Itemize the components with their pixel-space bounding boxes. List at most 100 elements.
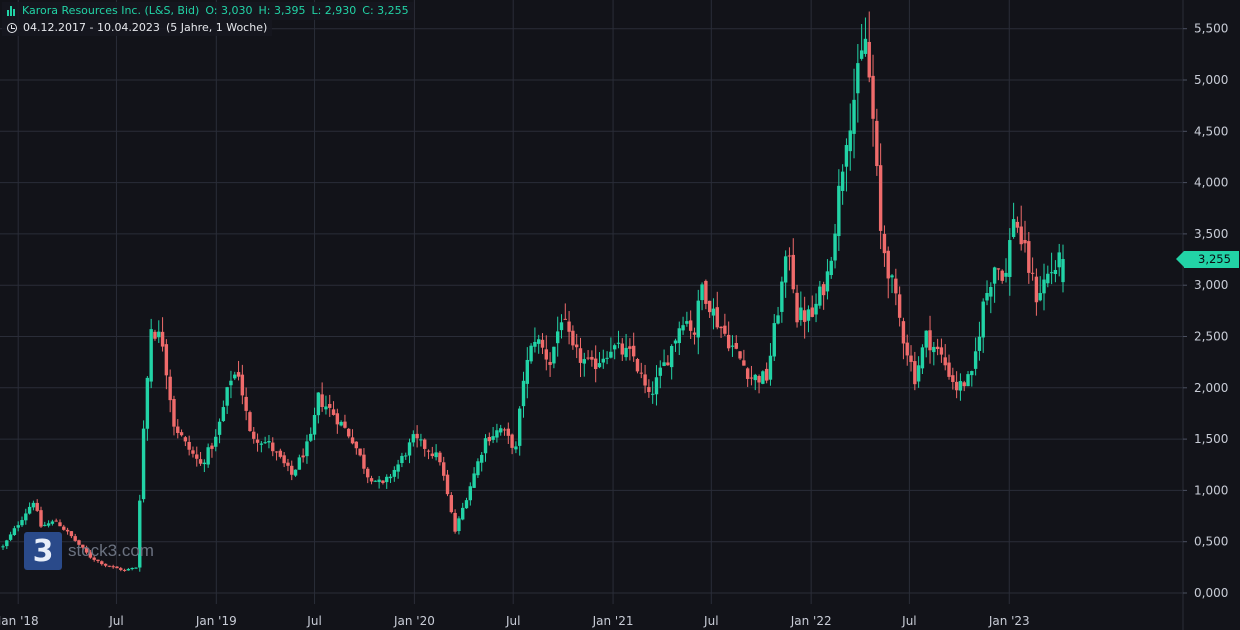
last-price-tag: 3,255 [1176,251,1239,268]
candle-body [932,346,936,353]
candle-body [271,442,275,452]
candle-body [499,428,503,433]
candle-body [837,185,841,237]
candle-body [985,293,989,301]
ohlc-legend: Karora Resources Inc. (L&S, Bid) O: 3,03… [2,2,414,20]
candle-body [423,439,427,449]
candle-body [12,528,17,535]
candle-body [297,457,302,470]
candle-body [145,377,150,429]
candle-body [126,569,131,571]
candle-body [301,455,305,458]
candle-body [814,303,818,315]
y-tick-label: 2,000 [1194,381,1228,395]
candle-body [624,347,628,358]
candle-body [859,50,864,59]
candle-body [787,255,792,257]
candle-body [415,433,419,439]
candle-body [286,462,290,466]
candle-body [252,431,256,439]
candle-body [707,300,712,313]
candle-body [153,331,157,339]
candle-body [954,381,959,391]
candle-body [848,130,852,152]
candle-body [563,318,567,320]
x-tick-label: Jul [108,614,123,628]
candle-body [924,330,928,348]
candle-body [293,469,298,476]
y-tick-label: 3,500 [1194,227,1228,241]
candle-body [825,271,830,292]
candle-body [567,321,571,332]
candle-body [77,540,81,545]
candle-body [198,459,203,464]
candle-body [753,374,757,381]
candle-body [248,412,252,432]
candle-body [593,358,598,370]
candle-body [39,510,43,527]
candle-body [278,450,283,457]
candle-body [970,371,974,376]
candle-body [882,233,887,254]
candle-body [20,520,24,526]
candle-body [681,325,685,331]
candle-body [179,432,184,436]
candle-body [430,453,435,457]
candle-body [366,468,370,478]
candle-body [582,359,586,364]
x-tick-label: Jan '21 [592,614,634,628]
candle-body [316,392,321,416]
candle-body [54,520,58,522]
interval-label: (5 Jahre, 1 Woche) [165,21,268,34]
candle-body [966,374,970,387]
candle-body [236,372,241,377]
candle-body [764,368,769,381]
candle-body [890,275,894,278]
candle-body [392,469,397,477]
candle-body [719,326,723,329]
candle-body [1,546,5,548]
candle-body [50,521,55,524]
candle-body [920,347,925,369]
clock-icon [7,23,17,33]
candle-body [951,375,955,382]
y-tick-label: 4,500 [1194,124,1228,138]
candle-body [631,345,636,357]
candle-body [27,506,32,514]
candle-body [989,286,993,297]
candle-body [669,345,674,368]
candle-body [635,359,640,372]
candle-body [46,523,51,526]
candle-body [711,308,716,316]
candle-body [449,495,454,513]
candle-body [225,387,229,406]
candle-body [1019,226,1023,245]
candle-body [331,409,336,415]
candle-body [863,38,868,54]
candle-body [369,478,374,482]
grid [0,0,1183,604]
candle-body [1000,270,1004,281]
chart-header: Karora Resources Inc. (L&S, Bid) O: 3,03… [2,2,414,37]
candle-body [574,344,579,348]
candle-body [749,377,754,379]
candle-body [757,376,761,383]
y-tick-label: 5,000 [1194,73,1228,87]
candle-body [419,439,423,441]
candle-body [1008,240,1012,277]
candle-body [35,502,39,511]
candle-body [799,307,803,321]
candle-body [84,547,89,553]
candle-body [233,374,237,379]
candle-body [217,421,222,435]
candle-body [730,345,735,347]
candle-body [947,362,951,377]
candle-body [343,421,347,428]
y-tick-label: 0,500 [1194,535,1228,549]
candle-body [536,339,541,344]
candle-body [183,437,188,442]
candle-body [514,446,518,450]
candle-body [875,120,879,167]
candle-body [229,380,233,386]
